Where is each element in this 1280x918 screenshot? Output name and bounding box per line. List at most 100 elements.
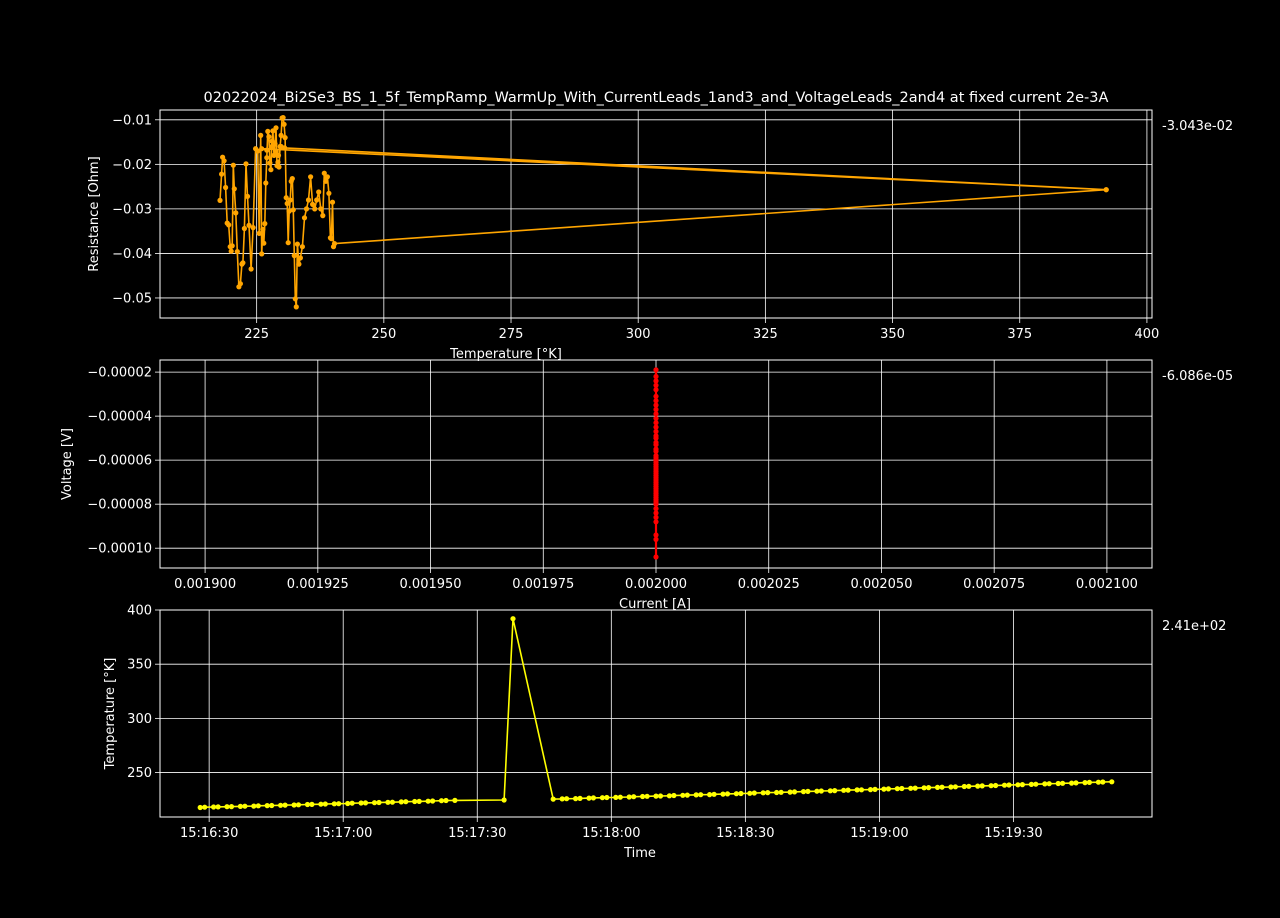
temperature-data-point: [345, 800, 351, 807]
resistance-data-point: [323, 178, 329, 184]
temperature-data-point: [733, 791, 740, 797]
temperature-data-point: [1019, 782, 1025, 788]
temperature-x-axis-label: Time: [623, 846, 656, 861]
temperature-data-point: [711, 791, 717, 797]
resistance-data-point: [1103, 187, 1109, 193]
resistance-y-axis-label: Resistance [Ohm]: [87, 156, 102, 271]
resistance-data-point: [273, 125, 279, 131]
temperature-data-point: [443, 797, 449, 804]
temperature-data-point: [1100, 779, 1106, 785]
temperature-data-point: [894, 786, 900, 792]
temperature-data-point: [389, 799, 395, 805]
temperature-data-point: [197, 804, 203, 811]
resistance-data-point: [244, 193, 251, 199]
temperature-data-point: [800, 789, 807, 795]
resistance-data-point: [331, 241, 338, 247]
temperature-data-point: [613, 794, 619, 801]
voltage-data-point: [653, 435, 659, 441]
temperature-data-point: [814, 788, 820, 794]
resistance-data-point: [310, 201, 316, 207]
resistance-data-point: [268, 167, 274, 173]
temperature-data-point: [564, 796, 570, 802]
temperature-data-point: [211, 804, 217, 810]
temperature-data-point: [872, 786, 878, 793]
resistance-data-point: [226, 222, 232, 228]
temperature-data-point: [452, 797, 458, 804]
temperature-data-point: [438, 798, 445, 804]
resistance-x-tick-label: 325: [753, 327, 778, 342]
temperature-axes-frame: [159, 609, 1153, 818]
temperature-data-point: [818, 788, 824, 794]
voltage-data-point: [653, 514, 659, 521]
temperature-data-point: [680, 792, 686, 798]
resistance-data-point: [267, 160, 273, 166]
voltage-data-point: [653, 424, 659, 430]
temperature-data-point: [1028, 781, 1034, 788]
temperature-data-point: [765, 790, 771, 796]
resistance-vs-temperature-plot: 225 250 275 300 325 350 375 400 −0.05 −0.04 −0.03 −…: [87, 109, 1233, 362]
voltage-x-tick-label: 0.002025: [738, 577, 800, 592]
temperature-data-point: [988, 783, 994, 789]
resistance-data-point: [260, 226, 266, 232]
voltage-x-axis-label: Current [A]: [619, 597, 691, 612]
temperature-data-point: [282, 802, 288, 808]
temperature-data-point: [858, 787, 865, 793]
temperature-data-point: [975, 783, 981, 789]
voltage-data-point: [653, 510, 659, 516]
voltage-data-point: [653, 554, 659, 560]
temperature-data-point: [1073, 780, 1079, 786]
temperature-x-tick-label: 15:19:30: [984, 826, 1042, 841]
temperature-data-point: [640, 793, 646, 800]
voltage-x-tick-label: 0.002075: [963, 577, 1025, 592]
voltage-data-point: [653, 398, 659, 404]
resistance-data-point: [217, 197, 223, 203]
resistance-data-point: [237, 281, 243, 287]
temperature-data-point: [1015, 782, 1021, 788]
temperature-data-point: [295, 802, 302, 808]
resistance-data-point: [265, 128, 271, 134]
temperature-data-point: [952, 784, 959, 790]
resistance-data-point: [305, 197, 312, 203]
temperature-data-point: [322, 801, 328, 807]
voltage-x-tick-label: 0.002000: [625, 577, 687, 592]
resistance-data-point: [286, 208, 292, 214]
temperature-side-annotation: 2.41e+02: [1162, 619, 1226, 634]
temperature-data-point: [242, 803, 248, 809]
resistance-data-point: [243, 161, 249, 167]
temperature-data-point: [291, 802, 297, 808]
temperature-data-point: [237, 803, 243, 810]
resistance-x-tick-label: 225: [244, 327, 269, 342]
voltage-data-point: [653, 378, 659, 384]
voltage-data-point: [653, 428, 659, 435]
resistance-data-point: [294, 241, 300, 247]
voltage-y-tick-label: −0.00004: [87, 410, 152, 425]
resistance-data-point: [328, 236, 334, 242]
resistance-data-point: [318, 206, 324, 212]
resistance-data-point: [281, 121, 287, 127]
resistance-data-point: [246, 222, 252, 228]
temperature-data-point: [961, 783, 967, 790]
resistance-y-tick-label: −0.02: [112, 158, 152, 173]
voltage-data-point: [653, 406, 659, 413]
temperature-data-point: [336, 801, 342, 807]
resistance-data-point: [296, 261, 302, 267]
temperature-data-point: [1095, 779, 1101, 785]
voltage-data-point: [653, 402, 659, 408]
resistance-data-point: [256, 230, 262, 236]
temperature-data-point: [993, 782, 999, 789]
temperature-data-point: [653, 793, 659, 799]
temperature-data-point: [224, 804, 230, 810]
temperature-data-point: [885, 786, 892, 792]
temperature-data-point: [841, 787, 847, 793]
resistance-data-point: [264, 147, 270, 153]
temperature-data-point: [371, 800, 378, 806]
voltage-x-tick-label: 0.001975: [512, 577, 574, 592]
resistance-data-point: [259, 251, 265, 257]
resistance-data-point: [308, 174, 314, 180]
temperature-y-tick-label: 400: [127, 604, 152, 619]
resistance-data-point: [320, 213, 326, 219]
resistance-data-point: [278, 132, 284, 138]
resistance-y-tick-label: −0.01: [112, 113, 152, 128]
resistance-y-tick-label: −0.04: [112, 247, 152, 262]
